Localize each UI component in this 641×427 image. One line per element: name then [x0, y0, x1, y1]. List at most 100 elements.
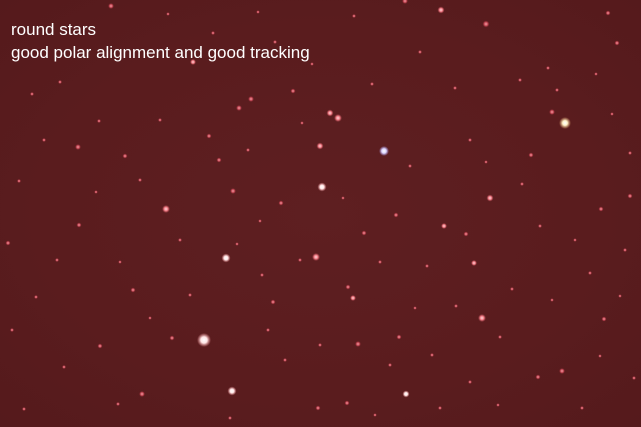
star — [355, 341, 361, 347]
star — [326, 109, 334, 117]
star — [471, 260, 477, 266]
star — [538, 224, 542, 228]
star — [30, 92, 34, 96]
photo-caption: round stars good polar alignment and goo… — [11, 18, 310, 64]
stars-group — [5, 0, 636, 420]
star — [108, 3, 114, 9]
star — [97, 343, 103, 349]
star — [535, 374, 541, 380]
star — [270, 299, 276, 305]
star — [10, 328, 14, 332]
star — [484, 160, 488, 164]
star — [486, 194, 494, 202]
star — [197, 333, 211, 347]
star — [498, 335, 502, 339]
star — [22, 407, 26, 411]
star — [283, 358, 287, 362]
star — [378, 260, 382, 264]
star — [42, 138, 46, 142]
star — [549, 109, 555, 115]
star — [345, 284, 351, 290]
star — [246, 148, 250, 152]
star — [94, 190, 98, 194]
star — [5, 240, 11, 246]
star — [97, 119, 101, 123]
star — [408, 164, 412, 168]
star — [438, 406, 442, 410]
star — [528, 152, 534, 158]
star — [341, 196, 345, 200]
star — [478, 314, 486, 322]
star — [463, 231, 469, 237]
star — [350, 295, 356, 301]
star — [227, 386, 237, 396]
star — [559, 117, 571, 129]
star — [632, 376, 636, 380]
caption-line-2: good polar alignment and good tracking — [11, 43, 310, 62]
star — [190, 59, 196, 65]
star — [555, 88, 559, 92]
star — [148, 316, 152, 320]
star — [116, 402, 120, 406]
star — [298, 258, 302, 262]
star — [166, 12, 170, 16]
star — [317, 182, 327, 192]
star — [75, 144, 81, 150]
star — [370, 82, 374, 86]
star — [468, 380, 472, 384]
star — [628, 151, 632, 155]
star — [248, 96, 254, 102]
star — [373, 413, 377, 417]
star — [334, 114, 342, 122]
star — [402, 390, 410, 398]
star — [518, 78, 522, 82]
star — [418, 50, 422, 54]
star — [211, 31, 215, 35]
star — [437, 6, 445, 14]
star — [605, 10, 611, 16]
star — [206, 133, 212, 139]
star — [300, 121, 304, 125]
star — [310, 62, 314, 66]
star — [62, 365, 66, 369]
star — [510, 287, 514, 291]
star — [228, 416, 232, 420]
star — [454, 304, 458, 308]
star — [188, 293, 192, 297]
star — [344, 400, 350, 406]
star — [482, 20, 490, 28]
star — [361, 230, 367, 236]
star — [34, 295, 38, 299]
star — [162, 205, 170, 213]
star — [139, 391, 145, 397]
star — [312, 253, 320, 261]
star — [550, 298, 554, 302]
star — [316, 142, 324, 150]
star — [453, 86, 457, 90]
star — [425, 264, 429, 268]
star — [598, 354, 602, 358]
star — [618, 294, 622, 298]
star — [441, 223, 447, 229]
star — [138, 178, 142, 182]
star — [266, 328, 270, 332]
star — [315, 405, 321, 411]
star — [58, 80, 62, 84]
star — [256, 10, 260, 14]
star — [352, 14, 356, 18]
star — [169, 335, 175, 341]
star — [559, 368, 565, 374]
star — [235, 242, 239, 246]
star — [598, 206, 604, 212]
star — [55, 258, 59, 262]
star — [273, 40, 277, 44]
star — [236, 105, 242, 111]
star — [318, 343, 322, 347]
star — [76, 222, 82, 228]
star — [580, 406, 584, 410]
star — [623, 248, 627, 252]
star — [17, 179, 21, 183]
star — [258, 219, 262, 223]
star — [216, 157, 222, 163]
